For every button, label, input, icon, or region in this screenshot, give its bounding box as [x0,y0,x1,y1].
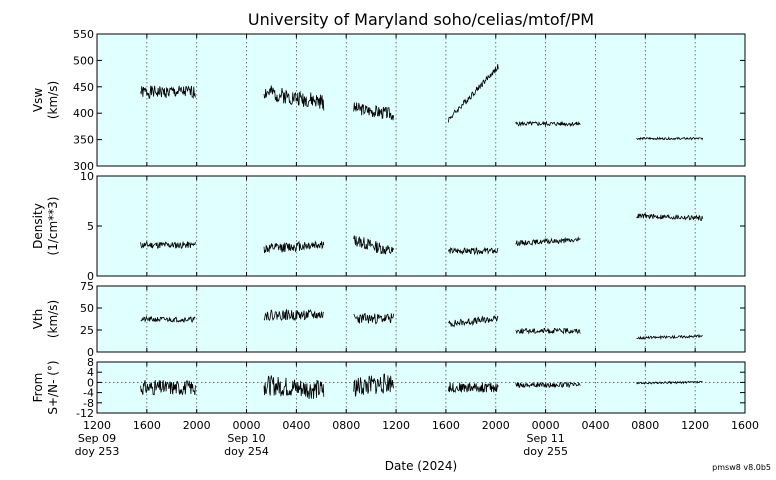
series-trace-segment [353,102,394,121]
x-tick-label: 1600 [432,419,460,432]
series-trace-segment [636,334,703,340]
panel-frame [96,285,746,353]
series-trace-segment [263,375,325,400]
y-axis-label: Density [31,203,45,249]
series-trace-segment [448,315,499,328]
y-axis-label: S+/N- (°) [46,360,60,414]
x-tick-label: Sep 09 [78,432,116,445]
y-tick-label: 8 [87,356,94,369]
y-tick-label: 75 [80,280,94,293]
x-tick-label: 1600 [731,419,759,432]
y-axis-label: (km/s) [46,300,60,338]
series-trace-segment [636,213,703,221]
series-trace-segment [353,373,394,397]
panel-frame [96,33,746,167]
y-axis-label: From [31,373,45,403]
y-tick-label: 450 [73,81,94,94]
chart-title: University of Maryland soho/celias/mtof/… [248,10,594,29]
x-tick-label: doy 255 [523,445,568,458]
y-tick-label: 4 [87,366,94,379]
series-trace-segment [515,236,581,247]
x-tick-label: 0800 [631,419,659,432]
series-trace-segment [353,312,394,325]
y-tick-label: -4 [83,387,94,400]
series-trace-segment [448,64,499,123]
panel-frame [96,361,746,414]
series-trace-segment [353,235,394,255]
series-trace-segment [515,327,581,335]
x-tick-label: doy 254 [224,445,269,458]
x-tick-label: 0000 [532,419,560,432]
series-trace-segment [140,240,196,249]
x-tick-label: Sep 10 [227,432,265,445]
panel-background [97,362,745,413]
panel-1: 300 350 400 450 500 550 Vsw (km/s) [31,28,746,173]
panel-background [97,176,745,276]
series-trace-segment [636,380,703,385]
x-tick-label: 1200 [382,419,410,432]
x-tick-label: 0400 [581,419,609,432]
panel-background [97,286,745,352]
x-tick-label: 1200 [681,419,709,432]
y-axis-label: (km/s) [46,81,60,119]
y-axis-label: Vth [31,309,45,330]
series-trace-segment [263,308,324,322]
panel-3: 0 25 50 75 Vth (km/s) [31,280,746,359]
x-tick-label: 0400 [282,419,310,432]
y-axis-label: (1/cm**3) [46,197,60,256]
series-trace-segment [515,120,581,128]
x-tick-label: doy 253 [75,445,120,458]
y-tick-label: 10 [80,170,94,183]
x-tick-label: 0000 [233,419,261,432]
x-tick-label: 2000 [482,419,510,432]
y-tick-label: 5 [87,220,94,233]
y-tick-label: 550 [73,28,94,41]
y-tick-label: 0 [87,376,94,389]
y-axis-label: Vsw [31,88,45,112]
x-tick-label: 1600 [133,419,161,432]
x-tick-label: Sep 11 [526,432,564,445]
y-tick-label: 500 [73,54,94,67]
series-trace-segment [636,136,703,141]
series-trace-segment [448,382,499,394]
series-trace-segment [140,379,196,396]
y-tick-label: 400 [73,107,94,120]
y-tick-label: 300 [73,160,94,173]
y-tick-label: -12 [76,407,94,420]
y-tick-label: 0 [87,346,94,359]
x-axis-label: Date (2024) [385,459,457,473]
series-trace-segment [515,381,581,389]
panel-2: 0 5 10 Density (1/cm**3) [31,170,746,283]
version-footnote: pmsw8 v8.0b5 [712,463,771,472]
series-trace-segment [263,85,325,111]
series-trace-segment [140,315,196,323]
y-tick-label: 350 [73,134,94,147]
series-trace-segment [140,85,196,100]
series-trace-segment [263,240,325,254]
panel-background [97,34,745,166]
series-trace-segment [448,246,499,256]
x-tick-label: 0800 [332,419,360,432]
y-tick-label: 50 [80,302,94,315]
y-tick-label: 25 [80,324,94,337]
x-tick-label: 2000 [183,419,211,432]
y-tick-label: 0 [87,270,94,283]
y-tick-label: -8 [83,397,94,410]
x-tick-label: 1200 [83,419,111,432]
